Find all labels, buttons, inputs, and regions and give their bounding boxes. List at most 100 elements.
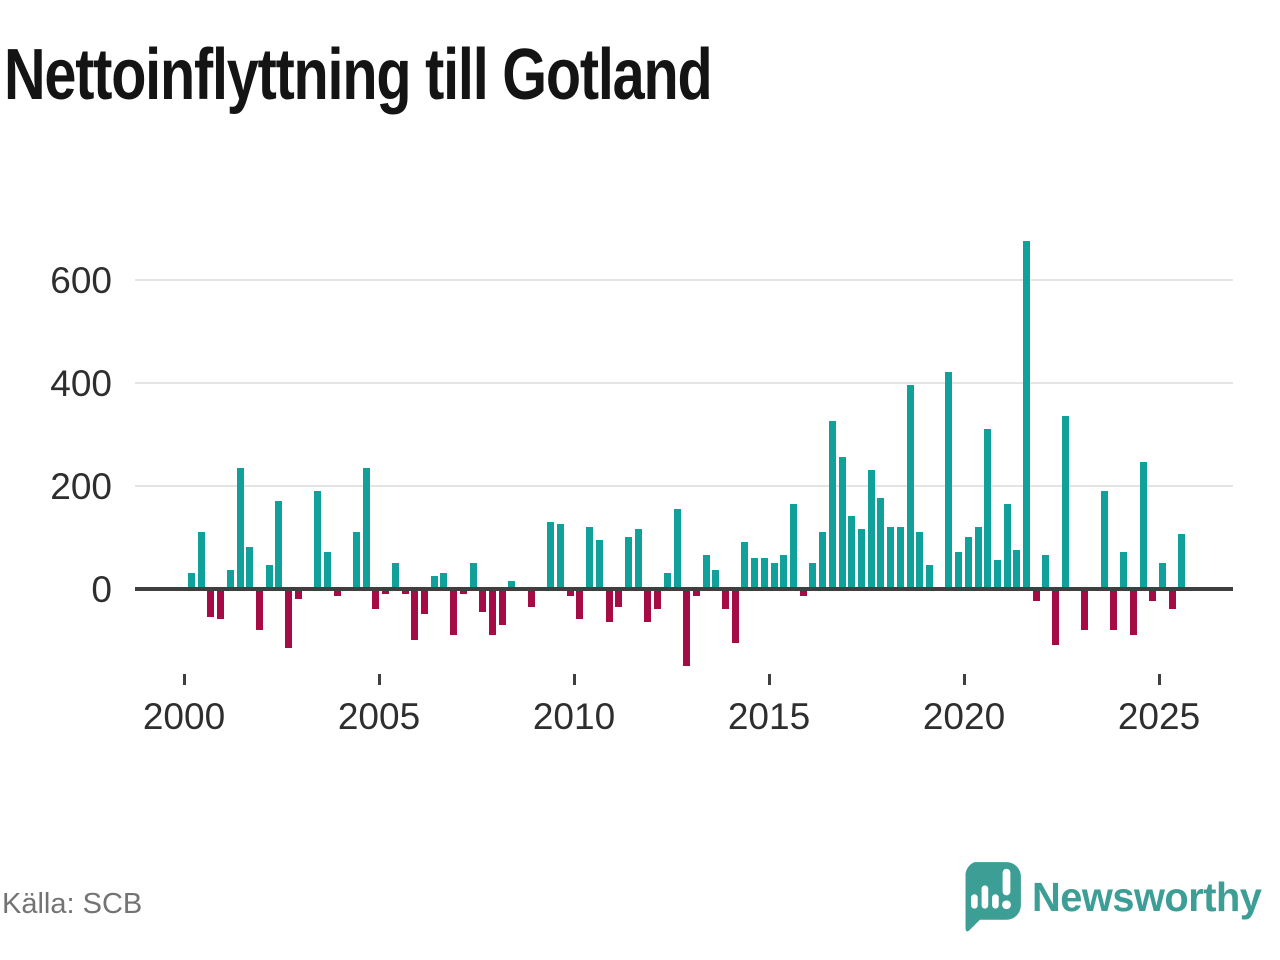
bar-2001Q2 xyxy=(236,467,244,590)
bar-2018Q2 xyxy=(896,526,904,590)
bar-2001Q4 xyxy=(255,587,263,630)
bar-2005Q2 xyxy=(391,562,399,590)
bar-2012Q4 xyxy=(683,587,691,666)
bar-2017Q4 xyxy=(877,498,885,590)
bar-2020Q3 xyxy=(984,429,992,590)
bar-2001Q3 xyxy=(246,547,254,590)
bar-2024Q3 xyxy=(1139,462,1147,590)
bar-2005Q4 xyxy=(411,587,419,640)
bar-2006Q3 xyxy=(440,573,448,590)
bar-2015Q1 xyxy=(770,562,778,590)
bar-2006Q1 xyxy=(421,587,429,615)
bar-2012Q2 xyxy=(663,573,671,590)
x-tick-label-2000: 2000 xyxy=(142,696,226,737)
bar-2002Q2 xyxy=(275,501,283,590)
bar-2003Q4 xyxy=(333,587,341,597)
bar-2008Q1 xyxy=(498,587,506,625)
bar-2002Q3 xyxy=(285,587,293,648)
bar-2004Q2 xyxy=(353,531,361,590)
bar-2014Q2 xyxy=(741,542,749,590)
bar-2015Q4 xyxy=(799,587,807,597)
bar-2018Q1 xyxy=(887,526,895,590)
bar-2021Q4 xyxy=(1032,587,1040,602)
y-tick-label-600: 600 xyxy=(50,259,112,301)
x-tick-label-2005: 2005 xyxy=(337,696,421,737)
bar-2017Q3 xyxy=(867,470,875,590)
bar-2023Q1 xyxy=(1081,587,1089,630)
bar-2011Q2 xyxy=(624,537,632,590)
bar-2017Q2 xyxy=(857,529,865,590)
newsworthy-logo: Newsworthy xyxy=(960,860,1278,932)
bar-2016Q3 xyxy=(828,421,836,590)
y-tick-label-0: 0 xyxy=(91,568,112,610)
bar-2015Q3 xyxy=(790,503,798,590)
bar-2006Q4 xyxy=(450,587,458,635)
gridline-200 xyxy=(135,484,1233,487)
bar-2025Q3 xyxy=(1178,534,1186,590)
bar-2016Q2 xyxy=(819,531,827,590)
chart-title: Nettoinflyttning till Gotland xyxy=(4,35,713,115)
bar-2016Q1 xyxy=(809,562,817,590)
x-tick-mark-2025 xyxy=(1157,674,1161,685)
bar-2013Q1 xyxy=(692,587,700,597)
bar-2010Q2 xyxy=(586,526,594,590)
x-tick-mark-2000 xyxy=(182,674,186,685)
bar-2020Q1 xyxy=(964,537,972,590)
bar-2007Q2 xyxy=(469,562,477,590)
bar-2016Q4 xyxy=(838,457,846,590)
bar-2003Q2 xyxy=(314,490,322,590)
bar-2022Q3 xyxy=(1061,416,1069,590)
bar-2007Q3 xyxy=(479,587,487,612)
x-tick-label-2025: 2025 xyxy=(1117,696,1201,737)
bar-2013Q2 xyxy=(702,555,710,590)
bar-2014Q3 xyxy=(751,557,759,590)
bar-chart-speech-bubble-icon xyxy=(965,862,1021,932)
x-tick-label-2015: 2015 xyxy=(727,696,811,737)
bar-2009Q4 xyxy=(566,587,574,597)
y-tick-label-200: 200 xyxy=(50,465,112,507)
bar-2023Q4 xyxy=(1110,587,1118,630)
bar-2022Q2 xyxy=(1052,587,1060,646)
bar-2009Q3 xyxy=(556,524,564,590)
bar-2015Q2 xyxy=(780,555,788,590)
x-tick-mark-2020 xyxy=(962,674,966,685)
bar-2000Q1 xyxy=(188,573,195,590)
bar-2011Q3 xyxy=(634,529,642,590)
bar-2000Q2 xyxy=(197,531,205,590)
bar-2012Q3 xyxy=(673,508,681,590)
bar-2019Q1 xyxy=(925,565,933,590)
bar-2002Q4 xyxy=(294,587,302,599)
bar-2012Q1 xyxy=(654,587,662,610)
bar-2019Q3 xyxy=(945,372,953,590)
bar-2018Q4 xyxy=(916,531,924,590)
bar-2025Q1 xyxy=(1159,562,1166,590)
x-tick-mark-2005 xyxy=(377,674,381,685)
bar-2020Q4 xyxy=(993,560,1001,590)
bar-2002Q1 xyxy=(265,565,273,590)
bar-2000Q4 xyxy=(217,587,225,620)
bar-2021Q3 xyxy=(1023,241,1031,590)
bar-2024Q2 xyxy=(1129,587,1137,635)
bar-2023Q3 xyxy=(1100,490,1108,590)
bar-2010Q3 xyxy=(595,539,603,590)
bar-2008Q4 xyxy=(527,587,535,607)
bar-2009Q2 xyxy=(547,521,555,590)
bar-2024Q4 xyxy=(1149,587,1157,602)
zero-axis-line xyxy=(135,586,1233,591)
bar-2019Q4 xyxy=(955,552,963,590)
bar-2013Q4 xyxy=(722,587,730,610)
bar-2013Q3 xyxy=(712,570,720,590)
y-tick-label-400: 400 xyxy=(50,362,112,404)
bar-2010Q4 xyxy=(605,587,613,622)
gridline-400 xyxy=(135,381,1233,384)
bar-2011Q4 xyxy=(644,587,652,622)
bar-2010Q1 xyxy=(576,587,584,620)
x-tick-label-2010: 2010 xyxy=(532,696,616,737)
bar-2022Q1 xyxy=(1042,555,1050,590)
bar-2021Q2 xyxy=(1013,549,1021,590)
brand-name: Newsworthy xyxy=(1032,874,1262,920)
bar-2000Q3 xyxy=(207,587,215,617)
bar-2011Q1 xyxy=(615,587,623,607)
bar-2018Q3 xyxy=(906,385,914,590)
